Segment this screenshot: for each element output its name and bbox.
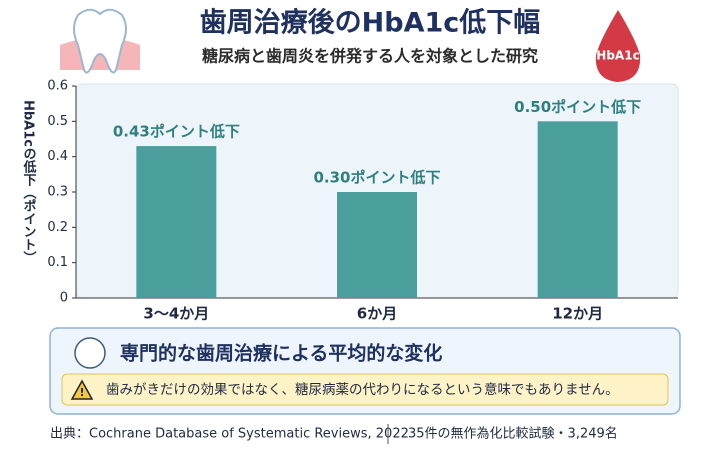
footer-studies: 35件の無作為化比較試験・3,249名 — [408, 426, 618, 442]
bar — [537, 121, 618, 298]
x-tick-label: 12か月 — [552, 305, 603, 323]
footer-source: 出典：Cochrane Database of Systematic Revie… — [50, 427, 409, 442]
y-tick-label: 0.3 — [47, 185, 68, 200]
value-label: 0.30ポイント低下 — [313, 169, 440, 187]
warning-icon — [70, 379, 94, 400]
tooth-icon — [74, 337, 106, 369]
bar — [337, 192, 417, 298]
y-tick-label: 0.6 — [47, 79, 68, 94]
bar — [136, 146, 217, 298]
hba1c-badge: HbA1c — [595, 10, 641, 82]
chart-title: 歯周治療後のHbA1c低下幅 — [200, 8, 541, 39]
y-axis-label: HbA1cの低下（ポイント） — [21, 100, 38, 264]
y-tick-label: 0.1 — [47, 255, 68, 270]
badge-text: HbA1c — [596, 49, 639, 63]
value-label: 0.50ポイント低下 — [514, 98, 641, 116]
value-label: 0.43ポイント低下 — [113, 123, 240, 141]
y-tick-label: 0 — [60, 291, 68, 306]
y-tick-label: 0.2 — [47, 220, 68, 235]
y-tick-label: 0.5 — [47, 114, 68, 129]
y-tick-label: 0.4 — [47, 149, 68, 164]
warning-text: 歯みがきだけの効果ではなく、糖尿病薬の代わりになるという意味でもありません。 — [106, 381, 619, 398]
chart-subtitle: 糖尿病と歯周炎を併発する人を対象とした研究 — [202, 47, 538, 66]
callout-heading: 専門的な歯周治療による平均的な変化 — [120, 342, 442, 365]
tooth-illustration — [60, 8, 140, 74]
x-tick-label: 6か月 — [357, 305, 397, 323]
warning-icon-mark: ! — [79, 386, 84, 399]
x-tick-label: 3～4か月 — [143, 305, 209, 323]
warning-box — [61, 373, 669, 406]
